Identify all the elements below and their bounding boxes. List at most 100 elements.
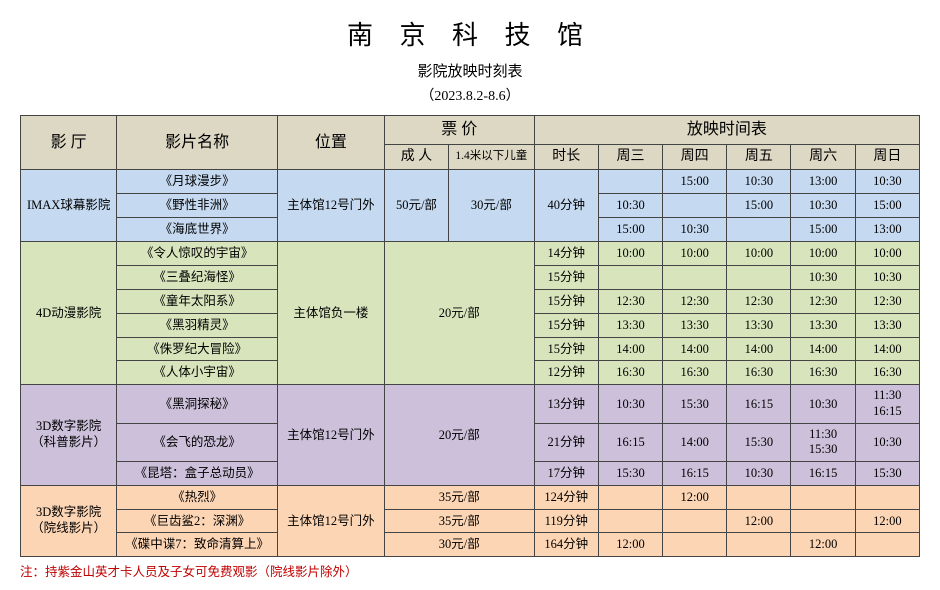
time-cell: 16:30	[791, 361, 855, 385]
time-cell: 10:30	[663, 218, 727, 242]
col-price: 票 价	[384, 116, 534, 145]
time-cell	[727, 218, 791, 242]
col-duration: 时长	[534, 144, 598, 170]
location: 主体馆12号门外	[277, 485, 384, 557]
col-location: 位置	[277, 116, 384, 170]
hall-name: IMAX球幕影院	[21, 170, 117, 242]
col-sat: 周六	[791, 144, 855, 170]
hall-name: 3D数字影院 （院线影片）	[21, 485, 117, 557]
time-cell: 14:00	[727, 337, 791, 361]
col-fri: 周五	[727, 144, 791, 170]
film-name: 《人体小宇宙》	[117, 361, 278, 385]
time-cell: 10:00	[727, 242, 791, 266]
price: 20元/部	[384, 242, 534, 385]
film-name: 《黑洞探秘》	[117, 385, 278, 423]
duration: 40分钟	[534, 170, 598, 242]
table-row: 3D数字影院 （院线影片） 《热烈》 主体馆12号门外 35元/部 124分钟 …	[21, 485, 920, 509]
table-row: 3D数字影院 （科普影片） 《黑洞探秘》 主体馆12号门外 20元/部 13分钟…	[21, 385, 920, 423]
time-cell: 15:30	[663, 385, 727, 423]
film-name: 《巨齿鲨2：深渊》	[117, 509, 278, 533]
time-cell: 10:30	[791, 194, 855, 218]
time-cell: 16:30	[598, 361, 662, 385]
time-cell: 13:30	[791, 313, 855, 337]
time-cell: 14:00	[598, 337, 662, 361]
time-cell: 15:00	[855, 194, 919, 218]
location: 主体馆负一楼	[277, 242, 384, 385]
time-cell: 16:30	[727, 361, 791, 385]
time-cell: 14:00	[663, 337, 727, 361]
duration: 12分钟	[534, 361, 598, 385]
table-row: IMAX球幕影院 《月球漫步》 主体馆12号门外 50元/部 30元/部 40分…	[21, 170, 920, 194]
time-cell	[598, 509, 662, 533]
film-name: 《海底世界》	[117, 218, 278, 242]
date-range: （2023.8.2-8.6）	[20, 85, 920, 105]
time-cell: 12:30	[855, 289, 919, 313]
time-cell	[663, 509, 727, 533]
col-child: 1.4米以下儿童	[449, 144, 535, 170]
time-cell: 10:30	[855, 170, 919, 194]
time-cell: 12:00	[855, 509, 919, 533]
duration: 13分钟	[534, 385, 598, 423]
time-cell: 16:15	[791, 461, 855, 485]
col-thu: 周四	[663, 144, 727, 170]
time-cell: 16:30	[855, 361, 919, 385]
time-cell	[598, 485, 662, 509]
film-name: 《碟中谍7：致命清算上》	[117, 533, 278, 557]
film-name: 《令人惊叹的宇宙》	[117, 242, 278, 266]
time-cell: 10:00	[598, 242, 662, 266]
schedule-table: 影 厅 影片名称 位置 票 价 放映时间表 成 人 1.4米以下儿童 时长 周三…	[20, 115, 920, 557]
col-sun: 周日	[855, 144, 919, 170]
time-cell: 14:00	[663, 423, 727, 461]
time-cell: 10:00	[663, 242, 727, 266]
time-cell: 10:00	[791, 242, 855, 266]
hall-name: 3D数字影院 （科普影片）	[21, 385, 117, 485]
location: 主体馆12号门外	[277, 170, 384, 242]
time-cell: 15:00	[663, 170, 727, 194]
duration: 15分钟	[534, 265, 598, 289]
duration: 17分钟	[534, 461, 598, 485]
duration: 15分钟	[534, 313, 598, 337]
time-cell: 16:15	[663, 461, 727, 485]
price-child: 30元/部	[449, 170, 535, 242]
price: 35元/部	[384, 509, 534, 533]
time-cell: 12:00	[727, 509, 791, 533]
time-cell	[598, 170, 662, 194]
film-name: 《热烈》	[117, 485, 278, 509]
time-cell: 10:30	[598, 385, 662, 423]
duration: 21分钟	[534, 423, 598, 461]
time-cell	[598, 265, 662, 289]
page-title: 南 京 科 技 馆	[20, 15, 920, 52]
film-name: 《昆塔：盒子总动员》	[117, 461, 278, 485]
duration: 164分钟	[534, 533, 598, 557]
film-name: 《月球漫步》	[117, 170, 278, 194]
price-adult: 50元/部	[384, 170, 448, 242]
time-cell	[663, 265, 727, 289]
time-cell	[663, 533, 727, 557]
time-cell: 13:30	[598, 313, 662, 337]
time-cell: 10:00	[855, 242, 919, 266]
table-row: 《巨齿鲨2：深渊》 35元/部 119分钟 12:00 12:00	[21, 509, 920, 533]
duration: 124分钟	[534, 485, 598, 509]
time-cell: 13:30	[727, 313, 791, 337]
time-cell: 14:00	[791, 337, 855, 361]
table-row: 《碟中谍7：致命清算上》 30元/部 164分钟 12:00 12:00	[21, 533, 920, 557]
time-cell: 15:30	[727, 423, 791, 461]
page-subtitle: 影院放映时刻表	[20, 60, 920, 81]
col-hall: 影 厅	[21, 116, 117, 170]
time-cell: 12:00	[663, 485, 727, 509]
film-name: 《童年太阳系》	[117, 289, 278, 313]
time-cell: 10:30	[791, 385, 855, 423]
time-cell: 12:30	[663, 289, 727, 313]
time-cell: 10:30	[598, 194, 662, 218]
time-cell: 16:15	[598, 423, 662, 461]
time-cell	[727, 533, 791, 557]
time-cell: 12:30	[727, 289, 791, 313]
time-cell: 12:30	[791, 289, 855, 313]
time-cell	[791, 509, 855, 533]
table-row: 4D动漫影院 《令人惊叹的宇宙》 主体馆负一楼 20元/部 14分钟 10:00…	[21, 242, 920, 266]
time-cell: 12:30	[598, 289, 662, 313]
time-cell: 15:00	[727, 194, 791, 218]
time-cell	[855, 533, 919, 557]
time-cell: 15:30	[855, 461, 919, 485]
time-cell: 13:30	[855, 313, 919, 337]
